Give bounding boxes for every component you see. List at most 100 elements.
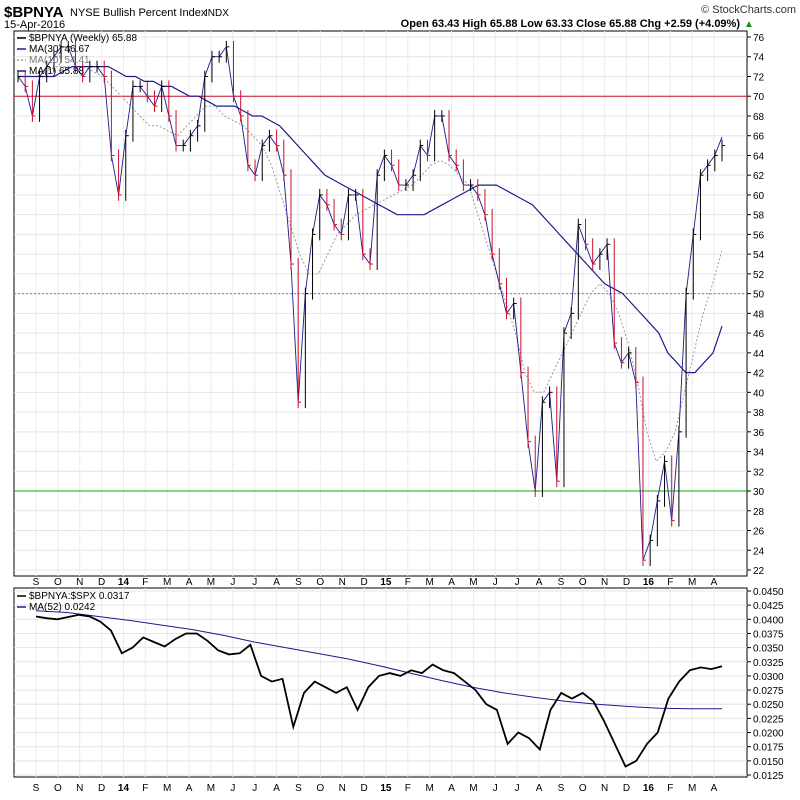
ratio-y-tick-label: 0.0225 xyxy=(753,714,784,725)
price-bar xyxy=(204,70,208,132)
price-x-tick-label: N xyxy=(601,577,608,588)
ratio-y-axis: 0.0125 0.0150 0.0175 0.0200 0.0225 0.0250 0.02… xyxy=(747,587,784,782)
price-bar xyxy=(635,346,639,389)
price-bar xyxy=(491,208,496,261)
price-bar xyxy=(448,110,453,162)
price-bar xyxy=(541,396,546,497)
ratio-x-tick-label: F xyxy=(405,783,411,794)
price-bar xyxy=(692,228,697,300)
ratio-x-tick-label: J xyxy=(515,783,520,794)
price-x-tick-label: A xyxy=(186,577,193,588)
price-bar xyxy=(592,238,596,270)
price-bar xyxy=(685,287,690,438)
price-y-tick-label: 74 xyxy=(753,53,765,64)
price-x-tick-label: A xyxy=(711,577,718,588)
price-grid xyxy=(14,31,747,576)
ratio-x-tick-label: A xyxy=(273,783,280,794)
price-bar xyxy=(369,248,373,270)
price-bar xyxy=(333,198,338,231)
price-y-tick-label: 26 xyxy=(753,527,765,538)
price-bar xyxy=(67,40,72,53)
price-y-tick-label: 52 xyxy=(753,270,765,281)
ratio-x-tick-label: 15 xyxy=(380,783,392,794)
ratio-x-tick-label: O xyxy=(579,783,587,794)
ratio-x-tick-label: A xyxy=(711,783,718,794)
price-bar xyxy=(24,70,29,93)
price-bar xyxy=(254,159,259,182)
price-bar xyxy=(426,139,431,162)
price-bar xyxy=(218,50,223,63)
price-bar xyxy=(261,139,266,182)
price-bar xyxy=(527,366,532,448)
ratio-x-axis: S O N D 14 F M A M J J A S O N D 15 F M A M J J A S O N D 16 F M A xyxy=(33,783,718,794)
price-x-tick-label: 14 xyxy=(118,577,130,588)
price-bar xyxy=(441,110,445,122)
price-bar xyxy=(276,129,280,152)
price-y-tick-label: 46 xyxy=(753,329,765,340)
price-bar xyxy=(434,110,438,162)
price-bar xyxy=(118,149,122,201)
ratio-y-tick-label: 0.0175 xyxy=(753,743,784,754)
price-bar xyxy=(268,129,273,152)
price-bar xyxy=(297,258,302,409)
price-x-tick-label: F xyxy=(405,577,411,588)
ratio-y-tick-label: 0.0150 xyxy=(753,757,784,768)
ratio-y-tick-label: 0.0200 xyxy=(753,729,784,740)
ratio-x-tick-label: M xyxy=(163,783,171,794)
ratio-x-tick-label: O xyxy=(316,783,324,794)
price-bar xyxy=(391,149,395,172)
copyright: © StockCharts.com xyxy=(701,4,796,16)
price-bar xyxy=(563,327,567,488)
price-bar xyxy=(599,248,603,270)
price-bar xyxy=(82,60,86,83)
price-bar xyxy=(585,218,589,251)
price-x-tick-label: O xyxy=(54,577,62,588)
price-bar xyxy=(642,376,646,567)
price-panel: 22 24 26 28 30 32 34 36 38 40 42 44 46 48 50 52 54 56 58 60… xyxy=(13,30,765,577)
price-y-tick-label: 40 xyxy=(753,388,765,399)
ratio-y-tick-label: 0.0350 xyxy=(753,644,784,655)
ratio-y-tick-label: 0.0325 xyxy=(753,658,784,669)
price-y-tick-label: 62 xyxy=(753,171,765,182)
legend-label: MA(30) 46.67 xyxy=(29,44,90,55)
price-bar xyxy=(412,169,417,191)
price-panel-frame xyxy=(13,30,748,577)
price-bar xyxy=(678,425,682,527)
index-name: NYSE Bullish Percent Index xyxy=(70,7,207,19)
price-x-axis: S O N D 14 F M A M J J A S O N D 15 F M A M J J A S O N D 16 F M A xyxy=(33,577,718,588)
price-bar xyxy=(470,179,474,191)
price-x-tick-label: 16 xyxy=(643,577,655,588)
price-y-axis: 22 24 26 28 30 32 34 36 38 40 42 44 46 48 50 52 54 56 58 60… xyxy=(747,33,765,577)
ratio-x-tick-label: D xyxy=(623,783,630,794)
price-bar xyxy=(484,189,488,221)
price-bar xyxy=(628,346,632,369)
price-y-tick-label: 28 xyxy=(753,507,765,518)
price-bar xyxy=(125,129,129,201)
price-bar xyxy=(606,238,611,261)
price-bar xyxy=(146,80,151,103)
price-bar xyxy=(383,149,388,182)
price-x-tick-label: N xyxy=(339,577,346,588)
price-y-tick-label: 56 xyxy=(753,230,765,241)
price-x-tick-label: D xyxy=(98,577,105,588)
price-bar xyxy=(17,70,21,83)
ratio-x-tick-label: 16 xyxy=(643,783,655,794)
price-x-tick-label: S xyxy=(295,577,302,588)
ratio-panel: 0.0125 0.0150 0.0175 0.0200 0.0225 0.0250 0.02… xyxy=(13,587,784,782)
price-x-tick-label: A xyxy=(273,577,280,588)
price-bar xyxy=(74,40,79,73)
price-bar xyxy=(312,228,316,300)
price-bar xyxy=(139,80,144,93)
ratio-x-tick-label: J xyxy=(493,783,498,794)
price-bar xyxy=(175,110,180,152)
price-bar xyxy=(419,139,424,182)
price-y-tick-label: 66 xyxy=(753,132,765,143)
price-y-tick-label: 34 xyxy=(753,448,765,459)
price-y-tick-label: 72 xyxy=(753,72,765,83)
price-bar xyxy=(211,50,215,83)
price-y-tick-label: 48 xyxy=(753,309,765,320)
price-bar xyxy=(225,40,230,63)
ratio-x-tick-label: S xyxy=(33,783,40,794)
